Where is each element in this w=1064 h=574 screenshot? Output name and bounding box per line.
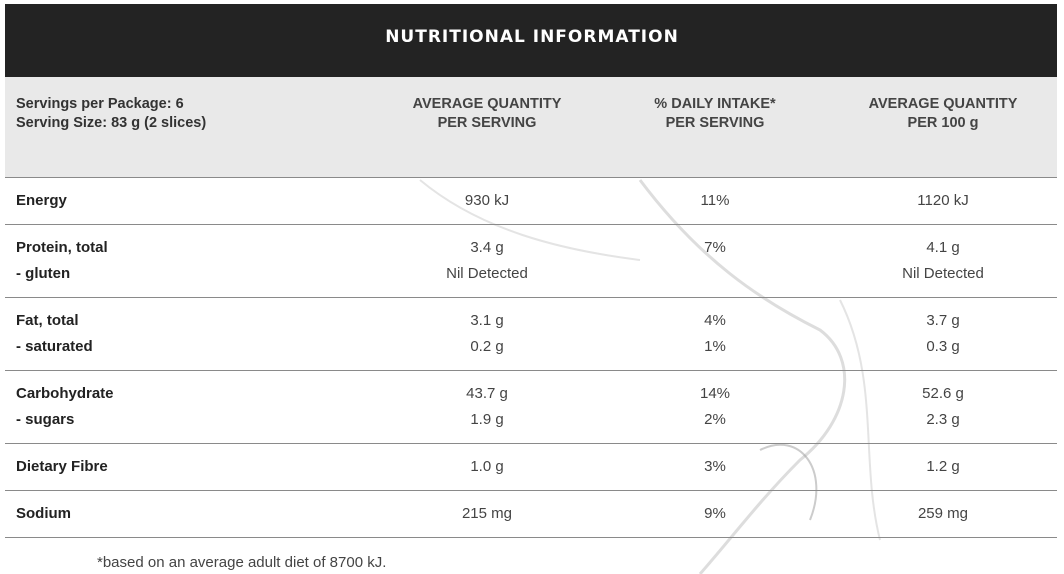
value-cell: 1.9 g	[470, 411, 504, 428]
value-cell: 1.2 g	[926, 458, 960, 475]
row-label: Sodium	[16, 505, 71, 522]
header-cell: Servings per Package: 6	[16, 96, 184, 112]
value-cell: 4%	[704, 312, 726, 329]
value-cell: 3.7 g	[926, 312, 960, 329]
row-divider	[5, 490, 1057, 491]
value-cell: 2%	[704, 411, 726, 428]
row-label: Fat, total	[16, 312, 79, 329]
value-cell: 7%	[704, 239, 726, 256]
value-cell: 215 mg	[461, 505, 513, 522]
header-cell: PER SERVING	[665, 115, 765, 131]
value-cell: 14%	[699, 385, 731, 402]
header-cell: Serving Size: 83 g (2 slices)	[16, 115, 207, 131]
header-cell: PER 100 g	[907, 115, 979, 131]
row-divider	[5, 443, 1057, 444]
row-label: Carbohydrate	[16, 385, 114, 402]
value-cell: 3%	[704, 458, 726, 475]
header-cell: PER SERVING	[437, 115, 537, 131]
value-cell: 52.6 g	[922, 385, 964, 402]
row-label: - saturated	[16, 338, 93, 355]
value-cell: 1%	[704, 338, 726, 355]
row-divider	[5, 297, 1057, 298]
header-cell: % DAILY INTAKE*	[654, 96, 776, 112]
value-cell: Nil Detected	[446, 265, 528, 282]
value-cell: 9%	[704, 505, 726, 522]
value-cell: 0.3 g	[926, 338, 960, 355]
title-bar	[5, 4, 1057, 77]
row-divider	[5, 537, 1057, 538]
value-cell: 4.1 g	[926, 239, 960, 256]
title: NUTRITIONAL INFORMATION	[385, 27, 679, 47]
value-cell: 1120 kJ	[917, 192, 969, 209]
value-cell: 1.0 g	[470, 458, 504, 475]
row-divider	[5, 370, 1057, 371]
row-label: - gluten	[16, 265, 71, 282]
row-label: - sugars	[16, 411, 75, 428]
value-cell: 930 kJ	[464, 192, 510, 209]
header-row	[5, 77, 1057, 177]
row-label: Dietary Fibre	[16, 458, 108, 475]
value-cell: 259 mg	[917, 505, 969, 522]
value-cell: 3.4 g	[470, 239, 504, 256]
value-cell: Nil Detected	[902, 265, 984, 282]
header-cell: AVERAGE QUANTITY	[868, 96, 1018, 112]
value-cell: 43.7 g	[466, 385, 508, 402]
row-label: Energy	[16, 192, 67, 209]
row-label: Protein, total	[16, 239, 108, 256]
value-cell: 11%	[700, 192, 730, 209]
value-cell: 2.3 g	[926, 411, 960, 428]
footnote: *based on an average adult diet of 8700 …	[97, 554, 387, 571]
value-cell: 3.1 g	[470, 312, 504, 329]
row-divider	[5, 224, 1057, 225]
header-cell: AVERAGE QUANTITY	[412, 96, 562, 112]
value-cell: 0.2 g	[470, 338, 504, 355]
row-divider	[5, 177, 1057, 178]
